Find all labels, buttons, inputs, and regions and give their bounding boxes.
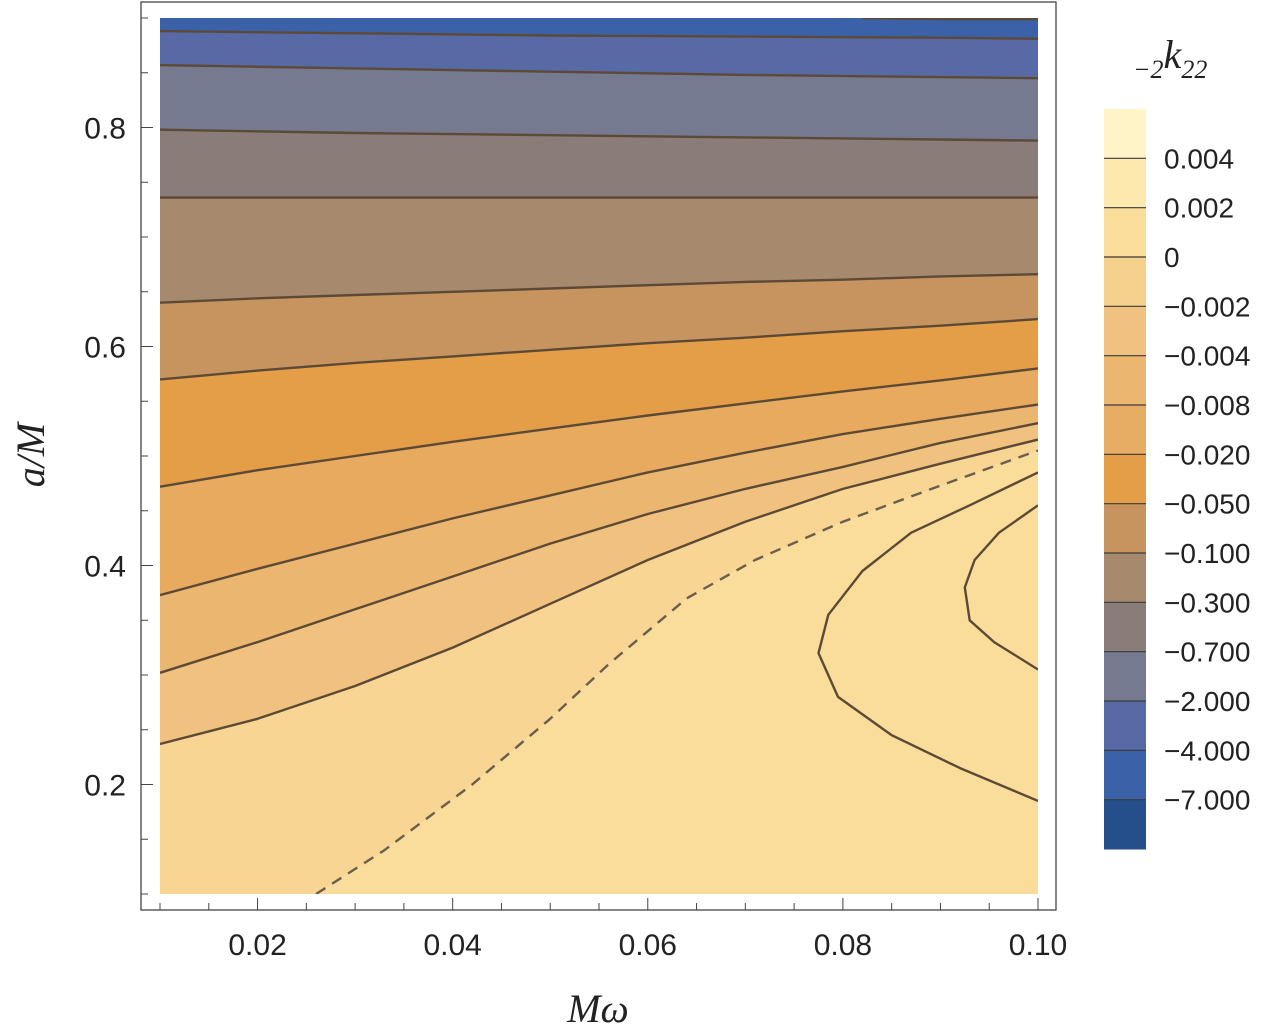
y-tick-label: 0.8 bbox=[84, 113, 126, 146]
colorbar-swatch bbox=[1104, 602, 1146, 653]
colorbar-swatch bbox=[1104, 158, 1146, 209]
colorbar-swatch bbox=[1104, 750, 1146, 801]
contour-lines bbox=[160, 18, 1038, 894]
contour-line bbox=[160, 128, 1038, 142]
colorbar-tick-label: 0 bbox=[1164, 242, 1180, 273]
plot-area bbox=[160, 18, 1038, 894]
x-axis-ticks: 0.02 0.04 0.06 0.08 0.10 bbox=[159, 898, 1067, 962]
colorbar-title: −2k22 bbox=[1133, 32, 1207, 84]
colorbar-tick-label: −0.020 bbox=[1164, 439, 1250, 470]
colorbar: 0.004 0.002 0 −0.002 −0.004 −0.008 −0.020 −0.05… bbox=[1104, 109, 1250, 850]
contour-line bbox=[160, 438, 1038, 746]
contour-band bbox=[160, 423, 1038, 744]
colorbar-swatch bbox=[1104, 355, 1146, 406]
colorbar-swatch bbox=[1104, 207, 1146, 258]
x-tick-label: 0.10 bbox=[1009, 929, 1067, 962]
colorbar-tick-label: −0.100 bbox=[1164, 538, 1250, 569]
colorbar-tick-label: −0.004 bbox=[1164, 341, 1250, 372]
contour-line bbox=[160, 317, 1038, 381]
colorbar-swatch bbox=[1104, 701, 1146, 751]
contour-line bbox=[160, 63, 1038, 80]
contour-band bbox=[160, 129, 1038, 198]
colorbar-tick-label: −7.000 bbox=[1164, 785, 1250, 816]
contour-band bbox=[160, 18, 1038, 39]
contour-band bbox=[160, 197, 1038, 303]
contour-line bbox=[160, 422, 1038, 674]
colorbar-swatch bbox=[1104, 109, 1146, 159]
colorbar-tick-label: −0.050 bbox=[1164, 489, 1250, 520]
colorbar-tick-label: −0.002 bbox=[1164, 291, 1250, 322]
y-tick-label: 0.6 bbox=[84, 332, 126, 365]
contour-line bbox=[160, 367, 1038, 488]
colorbar-tick-label: 0.002 bbox=[1164, 193, 1234, 224]
colorbar-swatch bbox=[1104, 306, 1146, 357]
colorbar-swatch bbox=[1104, 405, 1146, 455]
contour-band bbox=[160, 31, 1038, 79]
contour-line bbox=[160, 403, 1038, 597]
contour-line bbox=[160, 273, 1038, 304]
colorbar-tick-label: 0.004 bbox=[1164, 143, 1234, 174]
contour-band bbox=[160, 274, 1038, 380]
colorbar-swatch bbox=[1104, 799, 1146, 850]
x-tick-label: 0.08 bbox=[814, 929, 872, 962]
x-axis-title: Mω bbox=[566, 986, 629, 1027]
colorbar-swatch bbox=[1104, 454, 1146, 505]
contour-line bbox=[862, 18, 1038, 21]
contour-line bbox=[963, 504, 1038, 671]
contour-line bbox=[160, 29, 1038, 40]
contour-line bbox=[817, 471, 1038, 803]
y-axis-ticks: 0.2 0.4 0.6 0.8 bbox=[84, 17, 153, 895]
colorbar-swatch bbox=[1104, 651, 1146, 702]
colorbar-tick-label: −0.300 bbox=[1164, 587, 1250, 618]
y-axis-title: a/M bbox=[8, 420, 53, 487]
colorbar-tick-label: −2.000 bbox=[1164, 686, 1250, 717]
colorbar-swatch bbox=[1104, 503, 1146, 554]
x-tick-label: 0.06 bbox=[619, 929, 677, 962]
y-tick-label: 0.4 bbox=[84, 551, 126, 584]
x-tick-label: 0.02 bbox=[228, 929, 286, 962]
colorbar-swatch bbox=[1104, 257, 1146, 307]
colorbar-swatch bbox=[1104, 553, 1146, 603]
colorbar-tick-label: −0.008 bbox=[1164, 390, 1250, 421]
colorbar-tick-label: −4.000 bbox=[1164, 735, 1250, 766]
contour-line bbox=[315, 449, 1038, 894]
x-tick-label: 0.04 bbox=[423, 929, 481, 962]
y-tick-label: 0.2 bbox=[84, 770, 126, 803]
colorbar-tick-label: −0.700 bbox=[1164, 637, 1250, 668]
contour-band bbox=[160, 65, 1038, 141]
